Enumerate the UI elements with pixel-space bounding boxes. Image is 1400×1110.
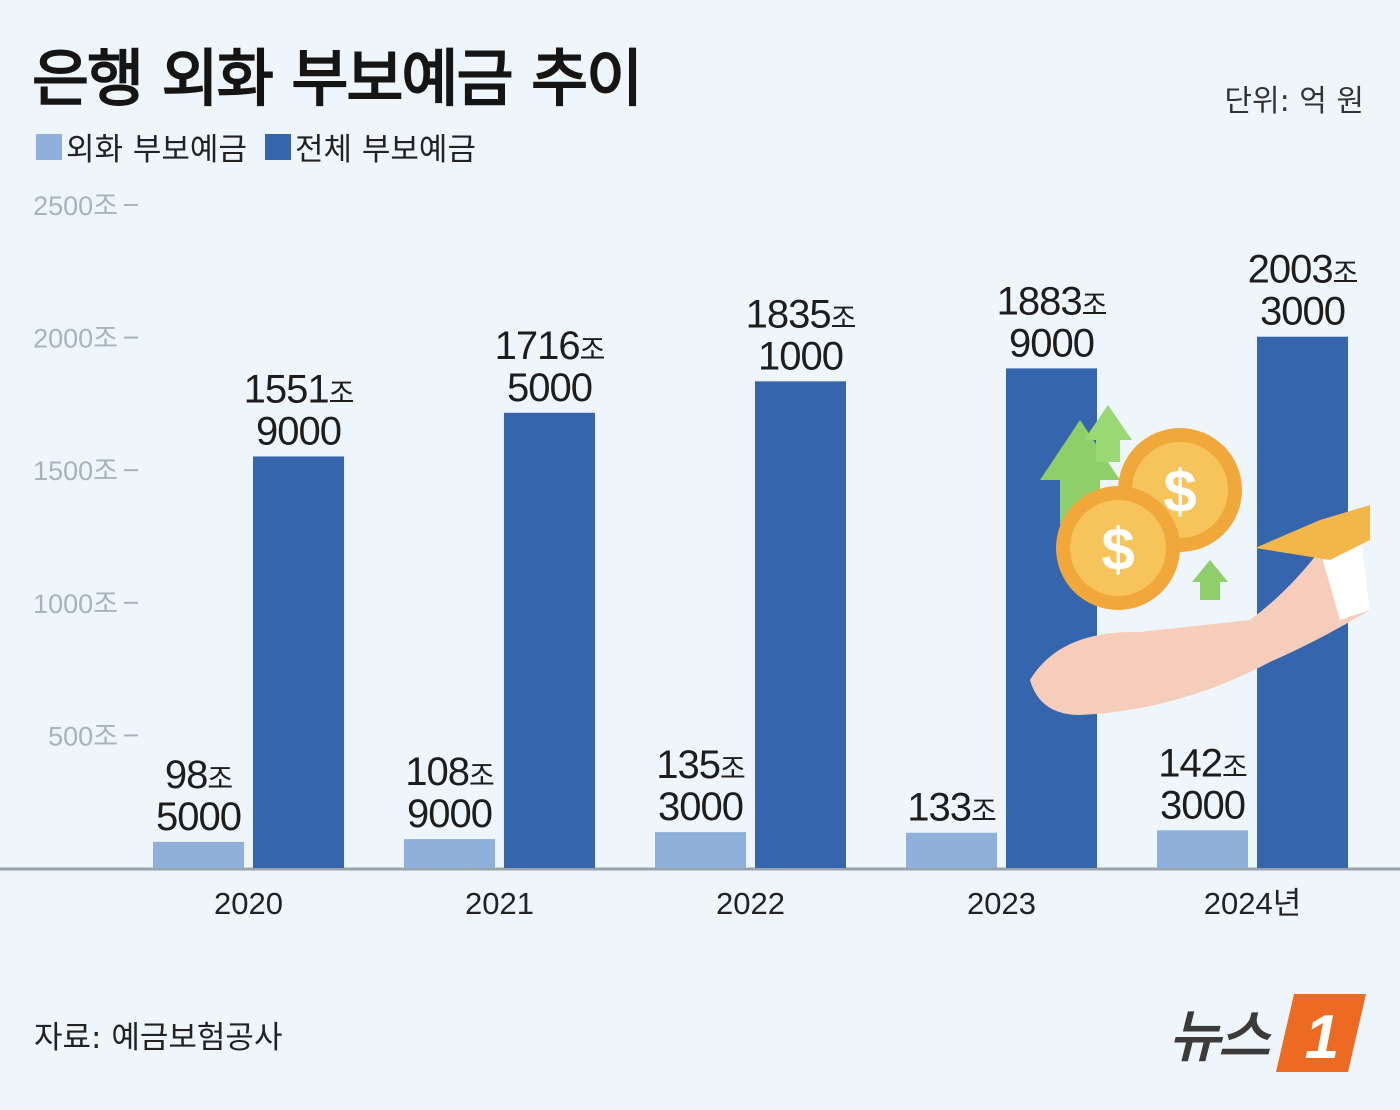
legend-swatch-total <box>264 133 291 160</box>
svg-text:$: $ <box>1101 516 1134 583</box>
data-label: 9000 <box>256 409 341 453</box>
chart-title: 은행 외화 부보예금 추이 <box>32 42 643 115</box>
data-label: 1835조 <box>746 292 856 336</box>
data-label: 3000 <box>1260 290 1345 334</box>
dollar-coin-icon: $ $ <box>1056 428 1242 610</box>
bar-foreign-deposit <box>1157 830 1248 868</box>
x-tick-label: 2023 <box>967 886 1036 921</box>
y-tick-label: 1500조 <box>33 456 118 486</box>
y-tick-label: 500조 <box>48 721 118 751</box>
data-label: 1551조 <box>244 367 354 411</box>
data-label: 133조 <box>907 786 996 830</box>
data-label: 1000 <box>758 334 843 378</box>
x-tick-label: 2021 <box>465 886 534 921</box>
data-label: 108조 <box>405 750 494 794</box>
data-label: 98조 <box>165 753 233 797</box>
x-tick-label: 2022 <box>716 886 785 921</box>
bar-foreign-deposit <box>153 841 244 868</box>
data-label: 9000 <box>1009 321 1094 365</box>
data-label: 142조 <box>1158 741 1247 785</box>
legend-swatch-foreign <box>36 133 62 160</box>
logo-mark-icon: 1 <box>1276 993 1366 1072</box>
data-label: 2003조 <box>1248 248 1358 292</box>
data-label: 9000 <box>407 792 492 836</box>
hand-holding-coins-icon: $ $ <box>1030 405 1370 715</box>
x-tick-label: 2024년 <box>1204 886 1301 921</box>
data-label: 3000 <box>1160 783 1245 827</box>
data-label: 1716조 <box>495 324 605 368</box>
data-label: 135조 <box>656 743 745 787</box>
source-note: 자료: 예금보험공사 <box>34 1020 283 1056</box>
legend-item-total: 전체 부보예금 <box>264 124 476 169</box>
y-tick-label: 2000조 <box>33 324 118 354</box>
data-label: 5000 <box>507 366 592 410</box>
bar-total-deposit <box>755 381 846 868</box>
data-label: 5000 <box>156 795 241 839</box>
bar-total-deposit <box>253 456 344 868</box>
legend: 외화 부보예금 전체 부보예금 <box>36 124 476 169</box>
x-tick-label: 2020 <box>214 886 283 921</box>
bar-foreign-deposit <box>655 832 746 868</box>
news1-logo: 뉴스 1 <box>1169 992 1366 1073</box>
data-label: 3000 <box>658 785 743 829</box>
logo-text: 뉴스 <box>1168 1005 1270 1070</box>
legend-label-total: 전체 부보예금 <box>294 132 476 168</box>
legend-item-foreign: 외화 부보예금 <box>36 124 247 169</box>
bar-foreign-deposit <box>906 832 997 868</box>
y-tick-label: 1000조 <box>33 589 118 619</box>
unit-label: 단위: 억 원 <box>1224 84 1364 119</box>
logo-mark-text: 1 <box>1305 1003 1339 1072</box>
legend-label-foreign: 외화 부보예금 <box>66 132 247 168</box>
bar-foreign-deposit <box>404 839 495 868</box>
y-tick-label: 2500조 <box>33 191 118 221</box>
data-label: 1883조 <box>997 279 1107 323</box>
bar-total-deposit <box>504 412 595 868</box>
